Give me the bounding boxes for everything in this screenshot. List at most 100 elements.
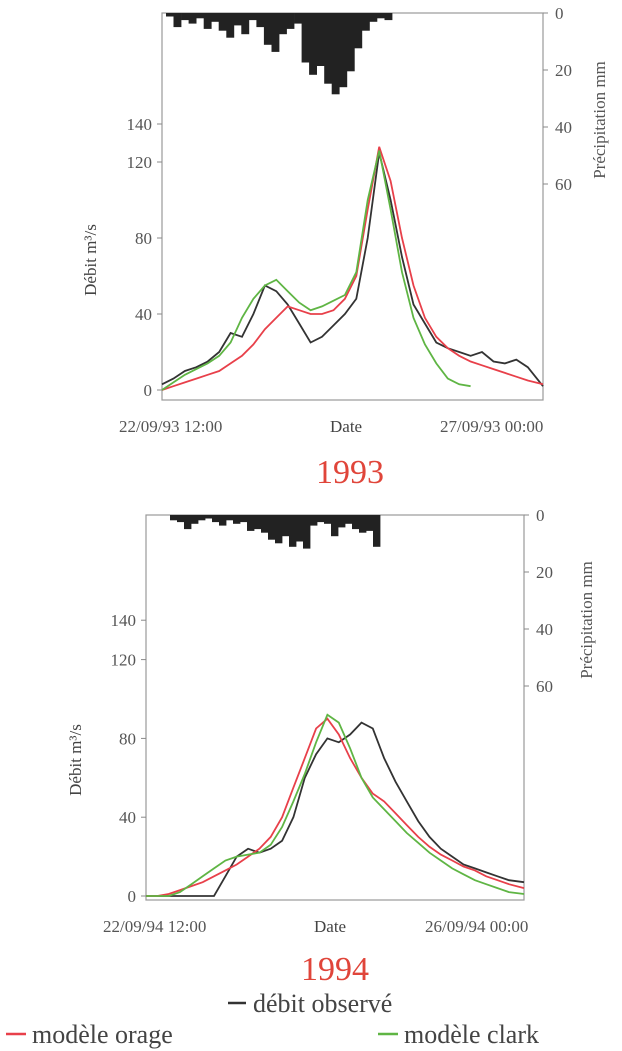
precip-bar [219,515,227,526]
y-axis-label: Débit m³/s [81,224,100,296]
y-tick-label: 80 [135,229,152,248]
precip-bar [226,13,235,38]
y-tick-label: 120 [111,651,137,670]
x-axis-label: Date [314,917,346,936]
precip-bar [212,515,220,523]
precip-bar [166,13,174,17]
series-line-débit-observé [161,152,544,387]
precip-bar [261,515,269,533]
y-tick-label: 40 [119,808,136,827]
precipitation-bars [166,13,393,95]
y-tick-label: 80 [119,729,136,748]
precip-bar [373,515,381,547]
y2-axis-ticks: 0 20 40 60 [524,506,553,696]
series-line-modèle-clark [161,150,471,391]
precip-bar [233,13,242,26]
y2-tick-label: 60 [555,175,572,194]
y2-tick-label: 40 [555,118,572,137]
precip-bar [177,515,185,523]
precip-bar [248,13,257,21]
precip-bar [352,515,360,530]
precip-bar [345,515,353,524]
precip-bar [346,13,355,72]
y-tick-label: 0 [144,381,153,400]
legend: débit observé modèle orage modèle clark [6,989,539,1049]
precip-bar [316,13,325,66]
x-end-label: 26/09/94 00:00 [425,917,528,936]
precip-bar [301,13,310,63]
precip-bar [233,515,241,524]
precip-bar [240,515,248,523]
x-start-label: 22/09/93 12:00 [119,417,222,436]
legend-label-clark: modèle clark [404,1020,539,1049]
y2-tick-label: 20 [555,61,572,80]
precip-bar [188,13,197,24]
precip-bar [205,515,213,519]
series-lines [161,146,544,391]
x-axis-label: Date [330,417,362,436]
precip-bar [296,515,304,542]
y2-tick-label: 20 [536,563,553,582]
precip-bar [310,515,318,526]
y2-axis-ticks: 0 20 40 60 [543,4,572,194]
precip-bar [366,515,374,531]
precip-bar [268,515,276,540]
y2-tick-label: 60 [536,677,553,696]
precip-bar [359,515,367,533]
precip-bar [181,13,189,21]
y-axis-ticks: 0 40 80 120 140 [111,611,146,906]
y2-tick-label: 0 [555,4,564,23]
series-lines [146,713,525,897]
precip-bar [384,13,393,21]
precip-bar [376,13,385,19]
y-tick-label: 140 [127,115,153,134]
precip-bar [303,515,311,549]
precip-bar [263,13,272,45]
precip-bar [271,13,280,52]
series-line-modèle-orage [146,717,525,897]
y-axis-label: Débit m³/s [66,724,85,796]
precip-bar [170,515,178,521]
legend-label-orage: modèle orage [32,1020,173,1049]
series-line-modèle-clark [146,713,525,897]
precip-bar [254,515,262,530]
precip-bar [324,515,332,524]
precip-bar [309,13,317,75]
series-line-modèle-orage [161,146,544,391]
precip-bar [241,13,250,35]
y2-tick-label: 0 [536,506,545,525]
precipitation-bars [170,515,381,549]
y-axis-ticks: 0 40 80 120 140 [127,115,162,400]
plot-frame [145,514,525,901]
precip-bar [203,13,212,29]
precip-bar [294,13,302,24]
legend-label-observed: débit observé [253,989,392,1018]
precip-bar [361,13,370,31]
precip-bar [289,515,297,547]
y-tick-label: 0 [128,887,137,906]
precip-bar [279,13,287,35]
precip-bar [282,515,290,537]
y-tick-label: 120 [127,153,153,172]
precip-bar [198,515,206,521]
precip-bar [317,515,325,523]
y-tick-label: 40 [135,305,152,324]
precip-bar [339,13,348,88]
precip-bar [218,13,227,31]
precip-bar [226,515,234,521]
precip-bar [331,515,339,537]
precip-bar [286,13,295,29]
precip-bar [369,13,378,22]
x-end-label: 27/09/93 00:00 [440,417,543,436]
precip-bar [184,515,192,530]
precip-bar [191,515,199,524]
y2-tick-label: 40 [536,620,553,639]
y-tick-label: 140 [111,611,137,630]
precip-bar [247,515,255,531]
precip-bar [324,13,333,84]
precip-bar [256,13,265,28]
x-start-label: 22/09/94 12:00 [103,917,206,936]
